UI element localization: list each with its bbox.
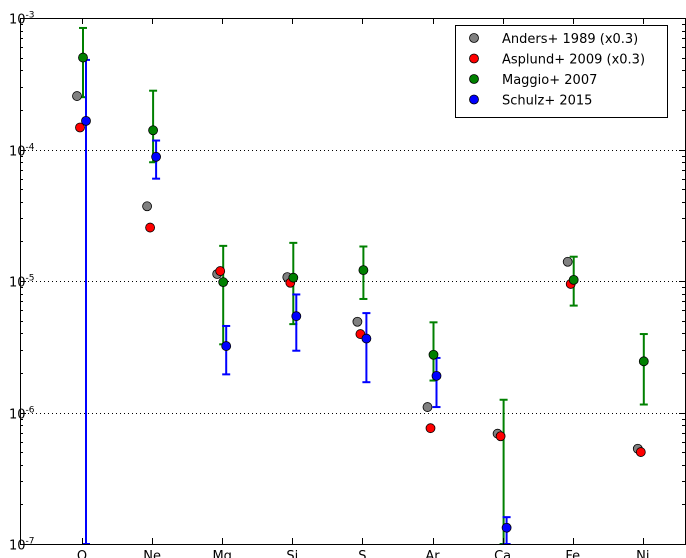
y-tick-label: 10-4 xyxy=(9,143,35,160)
point-schulz-2015 xyxy=(291,311,302,322)
x-tick-label-ar: Ar xyxy=(425,549,440,558)
point-maggio-2007 xyxy=(288,272,299,283)
point-anders-1989-x0-3 xyxy=(72,91,82,101)
point-maggio-2007 xyxy=(218,277,229,288)
point-anders-1989-x0-3 xyxy=(562,256,573,267)
y-tick-label: 10-7 xyxy=(9,537,35,554)
point-asplund-2009-x0-3 xyxy=(635,447,646,457)
legend-label: Anders+ 1989 (x0.3) xyxy=(502,32,638,47)
data-points xyxy=(72,52,649,533)
x-tick-label-fe: Fe xyxy=(565,549,580,558)
legend: Anders+ 1989 (x0.3) Asplund+ 2009 (x0.3) M… xyxy=(455,25,668,118)
point-schulz-2015 xyxy=(501,522,512,533)
legend-marker xyxy=(469,33,479,43)
y-axis-tick-labels: 10-7 10-6 10-5 10-4 10-3 xyxy=(9,11,35,554)
point-anders-1989-x0-3 xyxy=(352,316,363,327)
point-anders-1989-x0-3 xyxy=(142,201,153,212)
x-tick-label-ca: Ca xyxy=(494,549,511,558)
x-tick-label-ni: Ni xyxy=(636,549,649,558)
point-schulz-2015 xyxy=(221,341,232,351)
point-schulz-2015 xyxy=(361,333,372,344)
legend-label: Maggio+ 2007 xyxy=(502,73,597,88)
point-asplund-2009-x0-3 xyxy=(495,431,506,442)
point-maggio-2007 xyxy=(638,356,649,367)
x-tick-label-si: Si xyxy=(286,549,298,558)
legend-marker xyxy=(469,53,479,64)
y-tick-label: 10-5 xyxy=(9,274,35,291)
point-asplund-2009-x0-3 xyxy=(215,266,226,276)
x-axis-tick-labels: O Ne Mg Si S Ar Ca Fe Ni xyxy=(77,549,650,558)
point-maggio-2007 xyxy=(78,52,88,63)
axis-ticks xyxy=(20,18,685,545)
point-asplund-2009-x0-3 xyxy=(145,222,156,233)
point-schulz-2015 xyxy=(81,116,91,126)
legend-box xyxy=(455,25,668,118)
legend-label: Asplund+ 2009 (x0.3) xyxy=(502,53,645,68)
point-maggio-2007 xyxy=(428,349,439,360)
point-schulz-2015 xyxy=(151,151,162,162)
x-tick-label-s: S xyxy=(358,549,366,558)
y-tick-label: 10-6 xyxy=(9,406,35,423)
point-maggio-2007 xyxy=(568,274,579,285)
x-tick-label-mg: Mg xyxy=(212,549,231,558)
point-schulz-2015 xyxy=(431,370,442,381)
legend-label: Schulz+ 2015 xyxy=(502,94,592,109)
y-tick-label: 10-3 xyxy=(9,11,35,28)
point-asplund-2009-x0-3 xyxy=(75,122,85,133)
x-tick-label-ne: Ne xyxy=(143,549,161,558)
legend-marker xyxy=(469,74,479,84)
grid-lines xyxy=(20,150,685,414)
point-asplund-2009-x0-3 xyxy=(425,423,436,434)
legend-marker xyxy=(469,94,479,105)
point-anders-1989-x0-3 xyxy=(422,402,433,412)
point-maggio-2007 xyxy=(358,265,369,276)
point-maggio-2007 xyxy=(148,125,159,136)
x-tick-label-o: O xyxy=(77,549,87,558)
